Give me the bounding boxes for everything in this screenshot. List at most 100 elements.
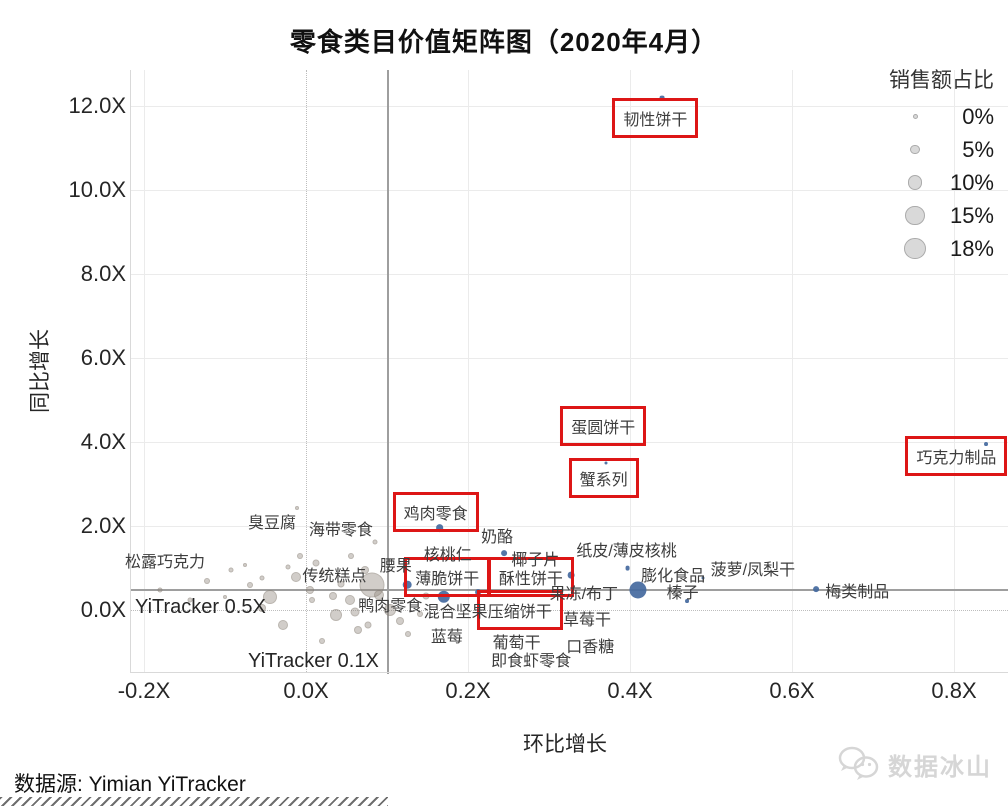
data-point (701, 576, 705, 580)
x-tick-label: 0.4X (607, 678, 653, 703)
category-label: 果冻/布丁 (549, 585, 619, 603)
x-tick-label: 0.0X (283, 678, 329, 703)
x-axis-line (130, 672, 1008, 673)
background-point (348, 552, 355, 559)
x-axis-title: 环比增长 (523, 733, 607, 756)
legend-label: 5% (962, 136, 994, 162)
data-point (501, 549, 508, 556)
legend-circle (905, 205, 925, 226)
background-point (285, 564, 291, 570)
category-label: 海带零食 (308, 522, 373, 540)
gridline-vertical (630, 70, 631, 672)
background-point (329, 609, 342, 622)
y-tick-label: 6.0X (80, 345, 126, 370)
background-point (259, 575, 265, 581)
x-tick-label: 0.6X (769, 678, 815, 703)
size-legend: 销售额占比 0% 5% 10% 15% 18% (889, 64, 994, 265)
data-point (629, 581, 647, 599)
background-point (344, 594, 355, 605)
category-label: 椰子片 (511, 551, 560, 569)
background-point (364, 621, 372, 629)
highlight-box-label: 鸡肉零食 (392, 492, 479, 533)
watermark: 数据冰山 (838, 746, 992, 782)
x-tick-label: 0.2X (445, 678, 491, 703)
category-label: 草莓干 (563, 611, 612, 629)
highlight-box-label: 蛋圆饼干 (560, 406, 647, 447)
background-point (328, 592, 337, 601)
y-tick-label: 8.0X (80, 261, 126, 286)
highlight-box-label: 巧克力制品 (905, 436, 1008, 477)
gridline-horizontal (130, 526, 1008, 527)
legend-label: 15% (949, 202, 994, 228)
legend-row: 15% (889, 199, 994, 232)
background-point (291, 571, 302, 582)
reference-label-horizontal: YiTracker 0.5X (135, 596, 266, 618)
y-axis-title: 同比增长 (29, 329, 52, 413)
category-label: 混合坚果 (423, 603, 488, 621)
gridline-vertical (306, 70, 307, 672)
chart-title: 零食类目价值矩阵图（2020年4月） (289, 27, 719, 57)
legend-circle (910, 144, 920, 155)
background-point (315, 525, 321, 531)
data-point (684, 599, 689, 604)
background-point (395, 616, 404, 625)
reference-line-vertical (387, 70, 389, 674)
highlight-box-label: 酥性饼干 (487, 557, 574, 598)
background-point (372, 539, 378, 545)
x-tick-label: 0.8X (931, 678, 977, 703)
background-point (157, 587, 163, 593)
wechat-bubbles-icon (838, 746, 880, 782)
y-tick-label: 2.0X (80, 513, 126, 538)
category-label: 榛子 (666, 585, 699, 603)
data-point (435, 524, 444, 532)
category-label: 即食虾零食 (491, 653, 572, 671)
category-label: 菠萝/凤梨干 (710, 562, 796, 580)
legend-row: 0% (889, 100, 994, 133)
background-point (297, 552, 304, 559)
background-point (278, 620, 289, 631)
y-tick-label: 4.0X (80, 429, 126, 454)
background-point (350, 607, 360, 617)
legend-circle (904, 237, 926, 260)
background-point (306, 585, 315, 594)
legend-circle (912, 114, 918, 119)
category-label: 奶酪 (481, 528, 514, 546)
category-label: 臭豆腐 (247, 514, 296, 532)
reference-label-vertical: YiTracker 0.1X (248, 650, 379, 672)
background-point (204, 578, 211, 585)
category-label: 膨化食品 (641, 567, 706, 585)
background-point (319, 638, 326, 645)
highlight-box-label: 韧性饼干 (612, 97, 699, 138)
y-axis-line (130, 70, 131, 672)
category-label: 葡萄干 (492, 635, 541, 653)
gridline-horizontal (130, 274, 1008, 275)
category-label: 口香糖 (566, 638, 615, 656)
legend-title: 销售额占比 (889, 69, 994, 92)
y-tick-label: 10.0X (68, 177, 127, 202)
background-point (263, 589, 278, 604)
gridline-vertical (468, 70, 469, 672)
category-label: 梅类制品 (825, 584, 890, 601)
data-point (813, 586, 820, 592)
category-label: 纸皮/薄皮核桃 (576, 543, 677, 560)
x-tick-label: -0.2X (117, 678, 171, 703)
legend-label: 18% (949, 235, 994, 261)
background-point (243, 563, 248, 568)
gridline-horizontal (130, 610, 1008, 611)
highlight-box-label: 压缩饼干 (476, 589, 563, 630)
category-label: 蓝莓 (430, 629, 463, 647)
data-point (984, 442, 989, 447)
gridline-horizontal (130, 190, 1008, 191)
background-point (353, 626, 362, 635)
category-label: 腰果 (379, 557, 412, 575)
background-point (295, 505, 300, 510)
background-point (312, 559, 320, 567)
legend-row: 10% (889, 166, 994, 199)
data-point (402, 580, 412, 590)
background-point (417, 611, 424, 618)
background-point (384, 604, 397, 616)
data-point (604, 461, 608, 465)
gridline-horizontal (130, 442, 1008, 443)
background-point (187, 597, 193, 603)
